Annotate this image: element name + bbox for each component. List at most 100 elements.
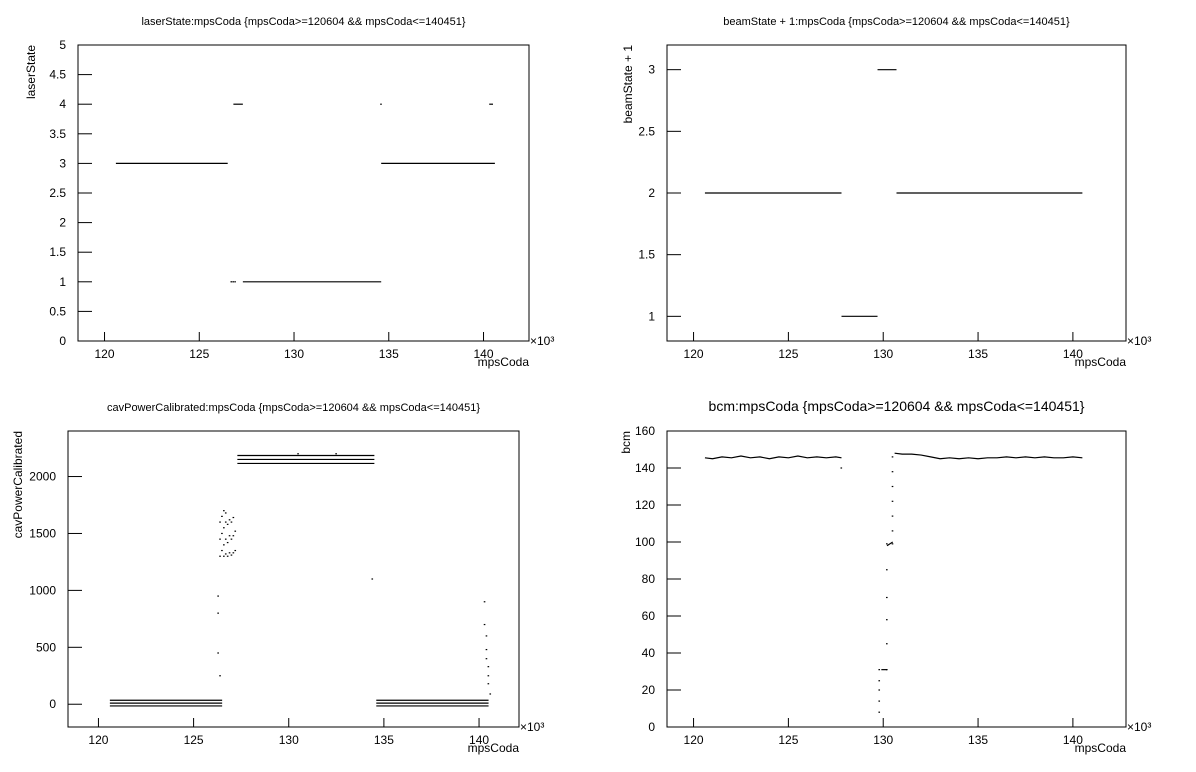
y-tick-label: 2.5 — [49, 186, 66, 200]
plot-frame — [67, 430, 520, 728]
data-point — [234, 281, 236, 283]
x-tick-label: 120 — [88, 733, 108, 747]
x-tick-label: 130 — [279, 733, 299, 747]
data-point — [297, 453, 299, 455]
data-point — [228, 519, 231, 521]
y-tick-label: 5 — [59, 38, 66, 52]
y-tick-label: 2 — [59, 216, 66, 230]
y-tick-label: 160 — [635, 424, 655, 438]
y-tick-label: 0 — [648, 720, 655, 734]
y-tick-label: 3 — [648, 63, 655, 77]
panel: bcm:mpsCoda {mpsCoda>=120604 && mpsCoda<… — [619, 398, 1151, 755]
data-point — [223, 510, 225, 512]
y-tick-label: 500 — [36, 640, 56, 654]
x-tick-label: 140 — [1063, 733, 1083, 747]
panel: beamState + 1:mpsCoda {mpsCoda>=120604 &… — [621, 16, 1151, 369]
data-point — [840, 467, 843, 469]
data-point — [878, 689, 881, 691]
data-point — [878, 700, 881, 702]
y-axis-label: laserState — [24, 45, 38, 99]
data-point — [219, 538, 221, 540]
y-tick-label: 2.5 — [638, 124, 655, 138]
data-point — [886, 569, 888, 571]
x-tick-label: 135 — [968, 733, 988, 747]
data-line — [894, 452, 1083, 460]
data-point — [891, 530, 894, 532]
y-tick-label: 3 — [59, 156, 66, 170]
data-point — [878, 680, 881, 682]
data-point — [228, 552, 231, 554]
x-tick-label: 140 — [474, 347, 494, 361]
data-point — [223, 544, 225, 546]
plot-frame — [77, 44, 530, 342]
y-tick-label: 0.5 — [49, 304, 66, 318]
data-point — [223, 555, 225, 557]
data-point — [891, 500, 894, 502]
data-point — [891, 471, 894, 473]
data-point — [228, 535, 231, 537]
x-tick-label: 140 — [1063, 347, 1083, 361]
data-point — [221, 549, 223, 552]
plot-frame — [666, 430, 1127, 728]
data-point — [230, 554, 233, 556]
data-point — [878, 711, 881, 713]
y-tick-label: 20 — [642, 683, 656, 697]
data-point — [886, 543, 888, 545]
x-axis-label: mpsCoda — [478, 355, 530, 369]
data-point — [886, 619, 888, 621]
y-tick-label: 3.5 — [49, 127, 66, 141]
x-tick-label: 125 — [184, 733, 204, 747]
y-tick-label: 0 — [49, 697, 56, 711]
data-point — [232, 535, 235, 537]
x-tick-label: 130 — [284, 347, 304, 361]
data-point — [234, 549, 237, 552]
x-tick-label: 125 — [189, 347, 209, 361]
x-tick-label: 135 — [968, 347, 988, 361]
x-tick-label: 125 — [778, 733, 798, 747]
y-tick-label: 120 — [635, 498, 655, 512]
data-point — [483, 601, 486, 603]
y-tick-label: 1500 — [29, 526, 56, 540]
data-point — [224, 512, 227, 514]
y-tick-label: 2 — [648, 186, 655, 200]
data-point — [217, 595, 219, 597]
x-multiplier: ×10³ — [530, 334, 554, 348]
y-tick-label: 80 — [642, 572, 656, 586]
data-line — [704, 455, 842, 460]
x-multiplier: ×10³ — [1127, 720, 1151, 734]
data-point — [487, 666, 490, 668]
y-tick-label: 1 — [648, 309, 655, 323]
data-point — [232, 516, 235, 519]
data-point — [487, 683, 490, 685]
x-tick-label: 130 — [873, 347, 893, 361]
x-tick-label: 135 — [379, 347, 399, 361]
data-point — [891, 456, 894, 458]
data-point — [891, 543, 894, 545]
panel: laserState:mpsCoda {mpsCoda>=120604 && m… — [24, 16, 554, 369]
chart-title: beamState + 1:mpsCoda {mpsCoda>=120604 &… — [723, 16, 1070, 28]
y-tick-label: 1.5 — [49, 245, 66, 259]
data-point — [232, 552, 235, 554]
y-tick-label: 1.5 — [638, 248, 655, 262]
x-axis-label: mpsCoda — [1075, 741, 1127, 755]
data-point — [878, 669, 881, 671]
x-tick-label: 140 — [469, 733, 489, 747]
data-point — [230, 521, 233, 523]
data-point — [891, 515, 894, 517]
y-tick-label: 1 — [59, 275, 66, 289]
x-tick-label: 120 — [684, 733, 704, 747]
data-point — [226, 541, 229, 544]
y-tick-label: 140 — [635, 461, 655, 475]
y-tick-label: 0 — [59, 334, 66, 348]
y-axis-label: cavPowerCalibrated — [11, 431, 25, 538]
data-point — [485, 635, 488, 637]
y-tick-label: 1000 — [29, 583, 56, 597]
data-point — [217, 652, 219, 654]
data-point — [217, 612, 219, 614]
data-point — [230, 281, 233, 283]
data-point — [234, 530, 237, 532]
y-axis-label: beamState + 1 — [621, 45, 635, 124]
data-point — [219, 675, 221, 677]
data-point — [891, 485, 894, 488]
